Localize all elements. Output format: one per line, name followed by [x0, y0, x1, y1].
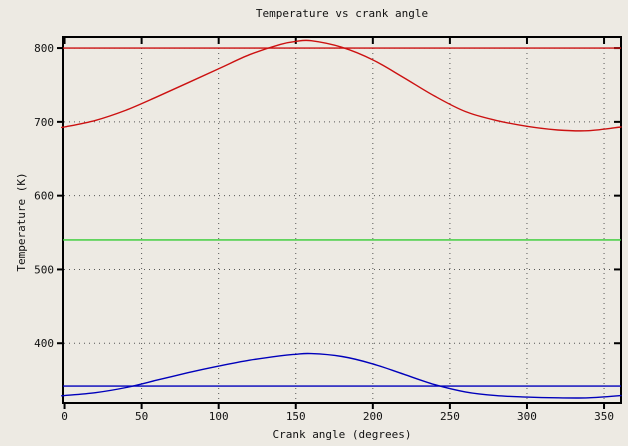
plot-border [62, 36, 622, 404]
x-tick-label-0: 0 [61, 410, 68, 423]
x-tick-label-250: 250 [440, 410, 460, 423]
x-tick-label-150: 150 [286, 410, 306, 423]
y-tick-label-500: 500 [34, 263, 54, 276]
x-tick-label-100: 100 [209, 410, 229, 423]
x-tick-label-50: 50 [135, 410, 148, 423]
y-tick-label-600: 600 [34, 190, 54, 203]
y-tick-label-400: 400 [34, 337, 54, 350]
x-tick-label-200: 200 [363, 410, 383, 423]
x-tick-label-350: 350 [594, 410, 614, 423]
x-axis-label: Crank angle (degrees) [272, 428, 412, 441]
series-blue-oscillating-curve [61, 352, 622, 399]
chart-title: Temperature vs crank angle [255, 7, 429, 20]
y-tick-label-700: 700 [34, 116, 54, 129]
x-tick-label-300: 300 [517, 410, 537, 423]
series-red-oscillating-curve [61, 39, 622, 132]
y-tick-label-800: 800 [34, 42, 54, 55]
